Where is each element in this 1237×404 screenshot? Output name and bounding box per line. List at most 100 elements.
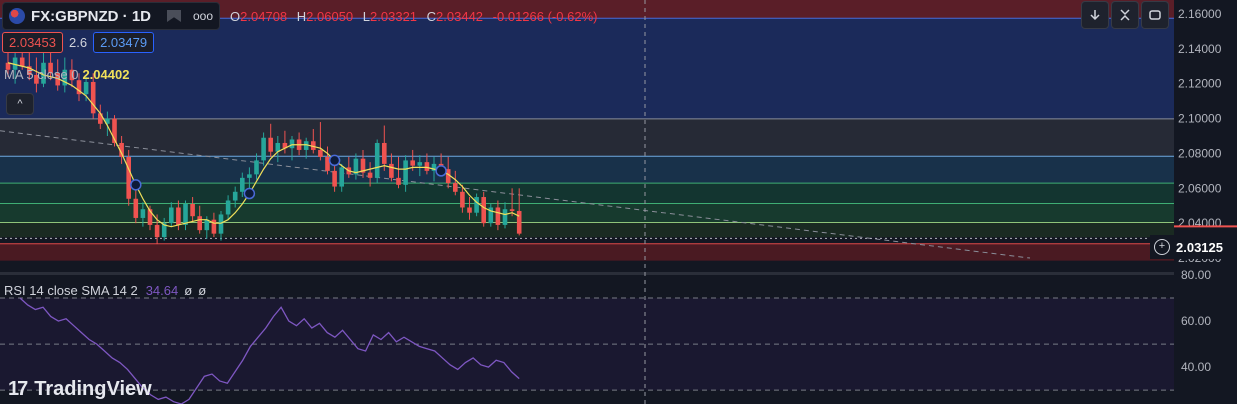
buy-price-button[interactable]: 2.03479	[93, 32, 155, 53]
more-options-icon[interactable]: ooo	[193, 9, 214, 23]
candle-body-14	[105, 118, 110, 124]
price-tick-label-3: 2.10000	[1178, 112, 1222, 126]
candle-body-23	[169, 207, 174, 224]
candle-body-68	[488, 207, 494, 224]
rsi-tick-label-0: 80.00	[1181, 268, 1211, 282]
candle-body-12	[90, 81, 96, 114]
candle-body-36	[261, 137, 266, 161]
symbol-title: FX:GBPNZD · 1D	[31, 7, 151, 25]
candle-body-3	[27, 66, 32, 75]
candle-body-63	[453, 183, 458, 192]
candle-body-71	[509, 209, 515, 211]
change-value: -0.01266 (-0.62%)	[492, 8, 598, 24]
fullscreen-icon	[1149, 10, 1161, 20]
candle-body-70	[502, 209, 508, 225]
candle-body-6	[48, 62, 53, 74]
candle-body-29	[211, 219, 217, 234]
price-tick-label-2: 2.12000	[1178, 77, 1222, 91]
event-marker-2	[328, 154, 341, 167]
candle-body-64	[460, 191, 465, 208]
candle-body-44	[318, 149, 323, 157]
price-zone-2	[0, 118, 1174, 157]
ma-line	[7, 62, 520, 228]
price-tick-label-4: 2.08000	[1178, 146, 1222, 160]
price-zone-0	[0, 0, 1174, 19]
rsi-tick-label-1: 60.00	[1181, 314, 1211, 328]
high-label: H	[296, 8, 307, 24]
candle-body-24	[176, 207, 181, 225]
last-price-tag[interactable]: + 2.03125	[1150, 235, 1237, 259]
candle-body-8	[62, 69, 68, 86]
open-value: 2.04708	[240, 8, 288, 24]
price-axis-bg	[1174, 0, 1237, 404]
candle-body-11	[83, 81, 89, 95]
candle-body-60	[431, 163, 437, 171]
ma-legend[interactable]: MA 5 close 0 2.04402	[4, 67, 129, 82]
low-label: L	[362, 8, 371, 24]
candle-body-2	[19, 57, 25, 67]
candle-body-21	[154, 224, 160, 238]
candle-body-9	[69, 69, 75, 81]
rsi-legend-label: RSI 14 close SMA 14 2	[4, 283, 138, 298]
candle-body-69	[495, 207, 501, 225]
chevron-up-icon: ^	[17, 98, 23, 110]
candle-body-26	[190, 204, 195, 217]
candle-body-31	[225, 200, 231, 215]
candle-body-15	[112, 118, 117, 143]
price-tick-label-5: 2.06000	[1178, 181, 1222, 195]
candle-body-59	[424, 162, 430, 171]
price-zone-4	[0, 183, 1174, 204]
candle-body-55	[396, 177, 401, 185]
sell-price-button[interactable]: 2.03453	[2, 32, 63, 53]
rsi-legend-extra-1: ø	[184, 283, 193, 298]
candle-body-22	[161, 223, 167, 238]
candle-body-35	[254, 160, 259, 175]
currency-flag-icon	[9, 8, 25, 24]
rsi-legend-extra-2: ø	[198, 283, 207, 298]
candle-body-49	[353, 158, 359, 175]
candle-body-7	[55, 73, 60, 86]
candle-body-28	[204, 219, 210, 231]
symbol-selector[interactable]: FX:GBPNZD · 1D ooo	[2, 2, 221, 30]
tradingview-logo[interactable]: 17 TradingView	[8, 378, 152, 401]
candle-body-30	[218, 214, 224, 234]
candle-body-56	[403, 160, 408, 185]
quote-row: 2.03453 2.6 2.03479	[2, 32, 155, 53]
ma-legend-value: 2.04402	[82, 67, 130, 82]
collapse-legend-button[interactable]: ^	[6, 93, 34, 115]
add-alert-icon[interactable]: +	[1154, 239, 1170, 255]
candle-body-40	[289, 139, 295, 149]
candle-body-25	[183, 204, 188, 225]
close-value: 2.03442	[436, 8, 484, 24]
spread-value: 2.6	[69, 35, 88, 50]
rsi-line	[19, 297, 520, 404]
scroll-down-button[interactable]	[1081, 1, 1109, 29]
candle-body-46	[332, 170, 337, 187]
candle-body-65	[467, 207, 472, 213]
candle-body-27	[197, 216, 202, 231]
candle-body-17	[126, 156, 131, 199]
candle-body-51	[367, 172, 373, 178]
fullscreen-button[interactable]	[1141, 1, 1169, 29]
candle-body-4	[34, 74, 39, 84]
open-label: O	[230, 8, 241, 24]
ma-legend-label: MA 5 close 0	[4, 67, 79, 82]
event-marker-1	[243, 187, 256, 200]
trendline	[0, 130, 1031, 259]
candle-body-20	[147, 209, 153, 225]
candle-body-58	[417, 162, 423, 166]
collapse-pane-button[interactable]	[1111, 1, 1139, 29]
candle-body-52	[374, 142, 380, 178]
candle-body-47	[339, 167, 344, 187]
high-value: 2.06050	[306, 8, 354, 24]
header-legend: FX:GBPNZD · 1D ooo O2.04708 H2.06050 L 2.…	[2, 2, 597, 30]
candle-body-50	[360, 158, 366, 173]
flag-marker-icon[interactable]	[167, 10, 181, 22]
rsi-legend[interactable]: RSI 14 close SMA 14 2 34.64 ø ø	[4, 283, 206, 298]
candle-body-16	[119, 142, 124, 157]
candle-body-62	[445, 169, 451, 184]
price-zone-6	[0, 222, 1174, 238]
candle-body-54	[389, 163, 394, 178]
